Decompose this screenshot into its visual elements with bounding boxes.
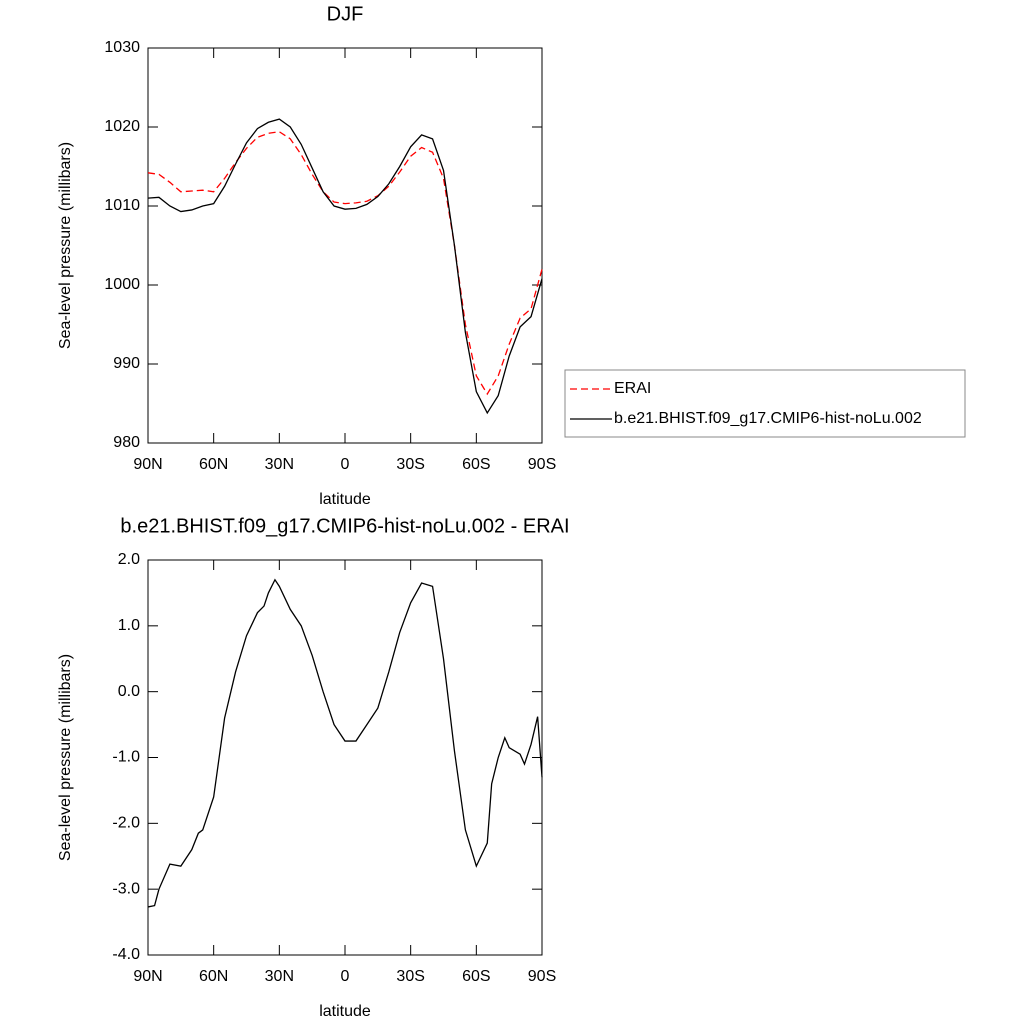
series-line xyxy=(147,578,543,908)
y-tick-label: 1030 xyxy=(104,39,140,56)
y-tick-label: 1.0 xyxy=(118,617,140,634)
y-tick-label: 1020 xyxy=(104,118,140,135)
x-tick-label: 30S xyxy=(396,456,424,473)
y-tick-label: 0.0 xyxy=(118,683,140,700)
x-tick-label: 60N xyxy=(199,456,228,473)
legend-box xyxy=(564,369,966,438)
x-tick-label: 30N xyxy=(265,456,294,473)
y-tick-label: 2.0 xyxy=(118,551,140,568)
x-tick-label: 90S xyxy=(528,456,556,473)
x-tick-label: 30S xyxy=(396,968,424,985)
chart-title: DJF xyxy=(327,3,364,25)
x-axis-label: latitude xyxy=(319,491,371,508)
x-tick-label: 0 xyxy=(341,968,350,985)
x-tick-label: 30N xyxy=(265,968,294,985)
x-tick-label: 60S xyxy=(462,456,490,473)
legend-label: ERAI xyxy=(614,380,651,397)
legend-label: b.e21.BHIST.f09_g17.CMIP6-hist-noLu.002 xyxy=(614,410,922,427)
x-axis-label: latitude xyxy=(319,1003,371,1020)
x-tick-label: 60S xyxy=(462,968,490,985)
y-tick-label: -4.0 xyxy=(112,946,140,963)
y-axis-label: Sea-level pressure (millibars) xyxy=(57,142,74,349)
x-tick-label: 60N xyxy=(199,968,228,985)
x-tick-label: 90N xyxy=(133,456,162,473)
y-tick-label: -3.0 xyxy=(112,880,140,897)
y-axis-label: Sea-level pressure (millibars) xyxy=(57,654,74,861)
chart-title: b.e21.BHIST.f09_g17.CMIP6-hist-noLu.002 … xyxy=(120,515,569,537)
x-tick-label: 90N xyxy=(133,968,162,985)
series-line xyxy=(147,131,543,396)
y-tick-label: -1.0 xyxy=(112,749,140,766)
x-tick-label: 90S xyxy=(528,968,556,985)
y-tick-label: 1010 xyxy=(104,197,140,214)
y-tick-label: -2.0 xyxy=(112,815,140,832)
plot-frame xyxy=(147,559,543,956)
series-line xyxy=(147,118,543,415)
y-tick-label: 980 xyxy=(113,434,140,451)
x-tick-label: 0 xyxy=(341,456,350,473)
y-tick-label: 990 xyxy=(113,355,140,372)
plot-frame xyxy=(147,47,543,444)
y-tick-label: 1000 xyxy=(104,276,140,293)
